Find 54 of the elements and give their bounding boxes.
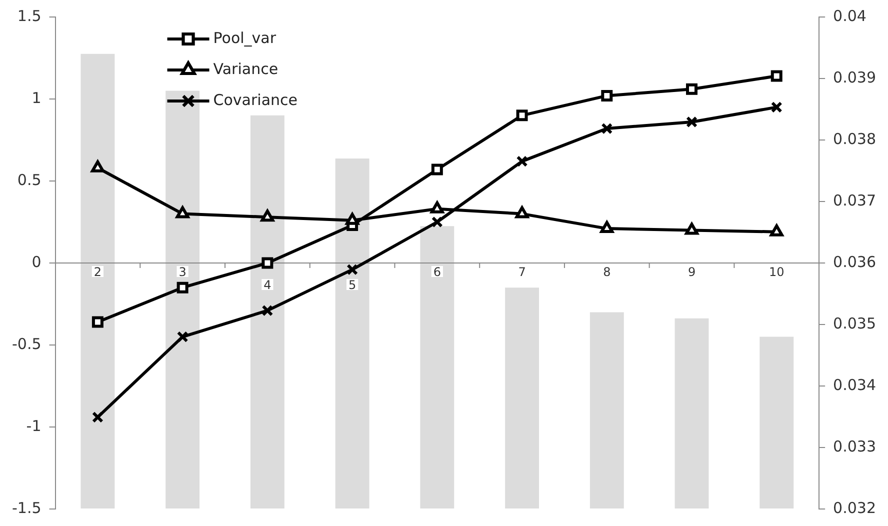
point [176, 331, 188, 343]
point [600, 221, 614, 234]
point [431, 164, 443, 176]
y2-tick-label: 0.039 [833, 68, 876, 86]
point [92, 316, 104, 328]
point [515, 206, 529, 218]
point [516, 110, 528, 122]
y2-tick-label: 0.038 [833, 130, 876, 148]
point [601, 90, 613, 102]
y2-tick-label: 0.032 [833, 498, 876, 517]
y-tick-label: 0 [32, 252, 42, 271]
point [260, 210, 274, 222]
point [685, 222, 698, 235]
y2-tick-label: 0.033 [833, 437, 876, 456]
y2-tick-label: 0.037 [833, 191, 876, 210]
point [346, 264, 358, 276]
point [686, 116, 698, 128]
x-tick-label: 3 [178, 265, 186, 279]
x-tick-label: 10 [768, 265, 784, 279]
x-tick-label: 2 [94, 265, 102, 279]
point [601, 122, 613, 134]
y2-tick-label: 0.04 [833, 6, 866, 25]
legend-label: Pool_var [213, 28, 277, 47]
x-tick-label: 6 [433, 265, 441, 279]
point [770, 101, 782, 113]
y-tick-label: -0.5 [12, 334, 42, 353]
point [770, 224, 784, 236]
legend-label: Covariance [213, 90, 298, 109]
point [91, 160, 104, 172]
legend-label: Variance [213, 60, 278, 78]
y2-tick-label: 0.036 [833, 252, 876, 271]
x-tick-label: 8 [603, 265, 611, 279]
y-tick-label: 1.5 [17, 6, 42, 25]
y-tick-label: 0.5 [17, 170, 42, 189]
point [431, 216, 443, 228]
point [262, 257, 274, 269]
y-tick-label: 1 [32, 88, 42, 107]
point [92, 411, 104, 423]
point [686, 83, 698, 95]
x-tick-label: 9 [688, 265, 696, 279]
x-tick-label: 4 [264, 278, 272, 292]
y-tick-label: -1.5 [12, 498, 42, 517]
point [262, 304, 274, 316]
point [176, 206, 190, 218]
y2-tick-label: 0.034 [833, 376, 876, 394]
x-tick-label: 7 [518, 265, 526, 279]
point [346, 212, 359, 225]
point [516, 156, 528, 168]
y2-tick-label: 0.035 [833, 314, 876, 332]
x-tick-label: 5 [348, 278, 356, 292]
y-tick-label: -1 [26, 416, 42, 435]
point [176, 282, 188, 294]
point [430, 201, 444, 214]
point [770, 70, 782, 82]
